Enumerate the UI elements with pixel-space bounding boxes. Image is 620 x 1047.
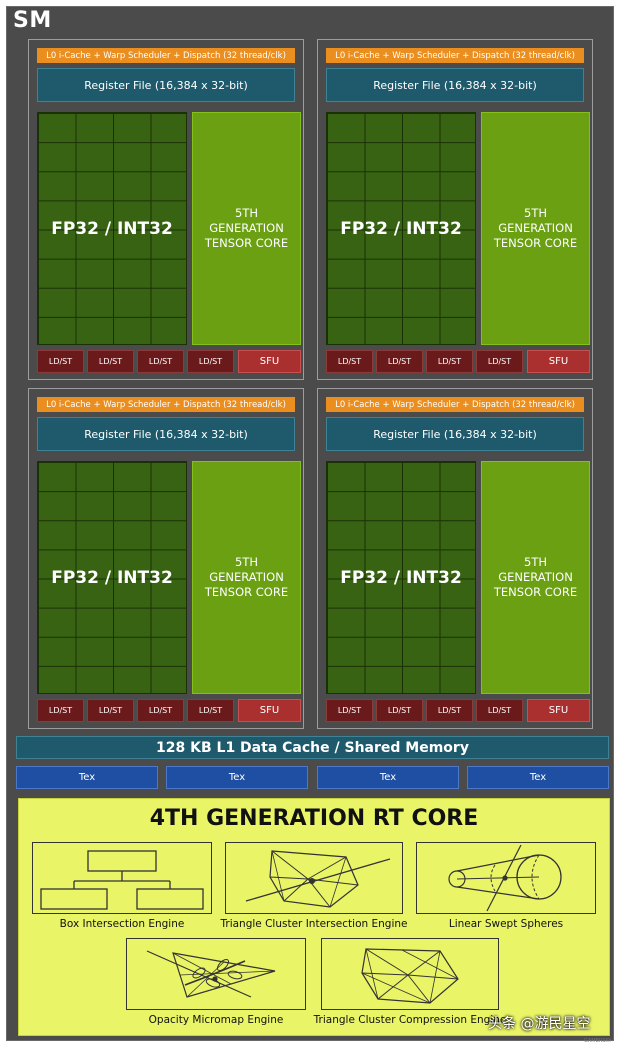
ldst-unit: LD/ST — [376, 699, 423, 722]
fp32-int32-label: FP32 / INT32 — [340, 567, 462, 588]
tensor-core-line: TENSOR CORE — [204, 236, 289, 250]
tex-unit: Tex — [16, 766, 158, 789]
ldst-unit: LD/ST — [426, 699, 473, 722]
sfu-unit: SFU — [238, 350, 301, 373]
tensor-core-line: GENERATION — [498, 221, 573, 235]
tensor-core-line: GENERATION — [209, 221, 284, 235]
ldst-unit: LD/ST — [476, 350, 523, 373]
triangle-mesh-ray-icon — [245, 850, 391, 908]
tensor-core-line: GENERATION — [209, 570, 284, 584]
triangle-cluster-compression-engine-label: Triangle Cluster Compression Engine — [313, 1014, 507, 1026]
fp32-int32-label: FP32 / INT32 — [51, 218, 173, 239]
tensor-core-line: 5TH — [524, 206, 547, 220]
sm-title: SM — [13, 8, 52, 33]
register-file: Register File (16,384 x 32-bit) — [326, 417, 584, 451]
rt-core: 4TH GENERATION RT CORE Box Intersection … — [18, 798, 610, 1036]
ldst-unit: LD/ST — [87, 699, 134, 722]
l1-data-cache: 128 KB L1 Data Cache / Shared Memory — [16, 736, 609, 759]
triangle-mesh-icon — [361, 948, 459, 1004]
tensor-core-line: GENERATION — [498, 570, 573, 584]
tensor-core-line: 5TH — [235, 206, 258, 220]
ldst-unit: LD/ST — [87, 350, 134, 373]
ldst-unit: LD/ST — [37, 699, 84, 722]
tensor-core: 5TH GENERATION TENSOR CORE — [481, 112, 590, 345]
tex-unit: Tex — [317, 766, 459, 789]
fp32-int32-label: FP32 / INT32 — [340, 218, 462, 239]
triangle-cluster-intersection-engine-label: Triangle Cluster Intersection Engine — [220, 918, 408, 930]
register-file: Register File (16,384 x 32-bit) — [37, 68, 295, 102]
warp-scheduler: L0 i-Cache + Warp Scheduler + Dispatch (… — [37, 397, 295, 412]
tensor-core-line: 5TH — [524, 555, 547, 569]
ldst-unit: LD/ST — [476, 699, 523, 722]
tensor-core-line: TENSOR CORE — [493, 236, 578, 250]
ldst-unit: LD/ST — [326, 350, 373, 373]
ldst-unit: LD/ST — [426, 350, 473, 373]
warp-scheduler: L0 i-Cache + Warp Scheduler + Dispatch (… — [37, 48, 295, 63]
rt-core-title: 4TH GENERATION RT CORE — [149, 806, 479, 831]
ldst-unit: LD/ST — [137, 699, 184, 722]
tex-unit: Tex — [467, 766, 609, 789]
box-intersection-engine-label: Box Intersection Engine — [59, 918, 185, 930]
register-file: Register File (16,384 x 32-bit) — [326, 68, 584, 102]
sfu-unit: SFU — [238, 699, 301, 722]
ldst-unit: LD/ST — [137, 350, 184, 373]
box-hierarchy-icon — [40, 850, 204, 910]
box-intersection-engine — [32, 842, 212, 914]
sfu-unit: SFU — [527, 699, 590, 722]
sm-partition-2: L0 i-Cache + Warp Scheduler + Dispatch (… — [317, 39, 593, 380]
tensor-core: 5TH GENERATION TENSOR CORE — [192, 112, 301, 345]
ldst-unit: LD/ST — [376, 350, 423, 373]
tensor-core-line: TENSOR CORE — [204, 585, 289, 599]
linear-swept-spheres — [416, 842, 596, 914]
sm-partition-1: L0 i-Cache + Warp Scheduler + Dispatch (… — [28, 39, 304, 380]
ldst-unit: LD/ST — [326, 699, 373, 722]
tensor-core-line: 5TH — [235, 555, 258, 569]
fp32-int32-core-grid — [326, 461, 476, 694]
ldst-unit: LD/ST — [187, 699, 234, 722]
fp32-int32-core-grid — [326, 112, 476, 345]
sfu-unit: SFU — [527, 350, 590, 373]
ldst-unit: LD/ST — [187, 350, 234, 373]
triangle-cluster-intersection-engine — [225, 842, 403, 914]
tex-unit: Tex — [166, 766, 308, 789]
watermark: 头条 @游民星空 — [488, 1016, 591, 1032]
sm-partition-4: L0 i-Cache + Warp Scheduler + Dispatch (… — [317, 388, 593, 729]
tensor-core: 5TH GENERATION TENSOR CORE — [192, 461, 301, 694]
tensor-core-line: TENSOR CORE — [493, 585, 578, 599]
leaf-micromap-icon — [146, 950, 276, 998]
warp-scheduler: L0 i-Cache + Warp Scheduler + Dispatch (… — [326, 48, 584, 63]
linear-swept-spheres-label: Linear Swept Spheres — [448, 918, 564, 930]
ldst-unit: LD/ST — [37, 350, 84, 373]
warp-scheduler: L0 i-Cache + Warp Scheduler + Dispatch (… — [326, 397, 584, 412]
tensor-core: 5TH GENERATION TENSOR CORE — [481, 461, 590, 694]
watermark-small: GAMERSKY — [584, 1038, 612, 1044]
fp32-int32-core-grid — [37, 461, 187, 694]
opacity-micromap-engine-label: Opacity Micromap Engine — [148, 1014, 284, 1026]
fp32-int32-label: FP32 / INT32 — [51, 567, 173, 588]
sm-partition-3: L0 i-Cache + Warp Scheduler + Dispatch (… — [28, 388, 304, 729]
fp32-int32-core-grid — [37, 112, 187, 345]
triangle-cluster-compression-engine — [321, 938, 499, 1010]
swept-sphere-icon — [448, 844, 562, 912]
register-file: Register File (16,384 x 32-bit) — [37, 417, 295, 451]
opacity-micromap-engine — [126, 938, 306, 1010]
